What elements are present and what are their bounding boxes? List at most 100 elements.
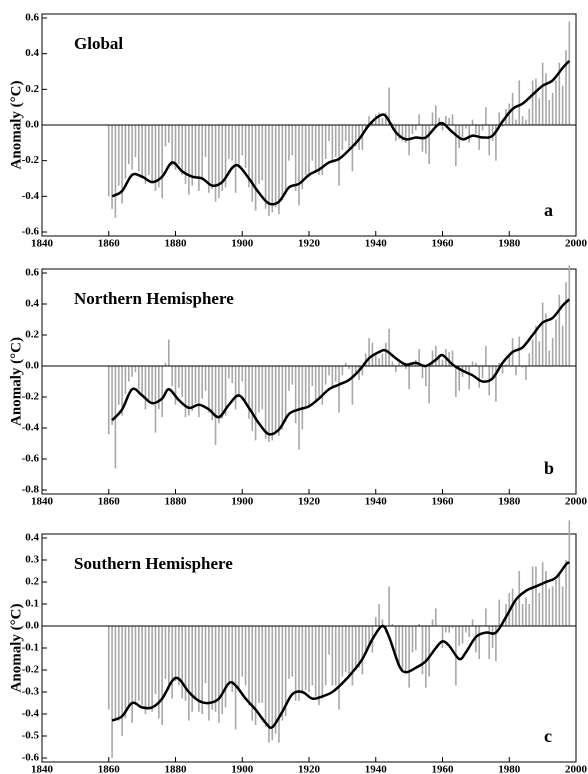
bar <box>411 125 414 134</box>
bar <box>191 626 193 712</box>
bar <box>268 125 270 216</box>
bar <box>394 626 397 659</box>
bar <box>238 366 240 397</box>
bar <box>401 362 404 366</box>
bar <box>344 125 347 142</box>
bar <box>521 116 524 125</box>
bar <box>495 626 497 662</box>
bar <box>525 597 527 626</box>
bar <box>264 125 267 209</box>
bar <box>381 353 384 366</box>
panel-label: a <box>544 200 553 220</box>
bar <box>114 626 117 721</box>
bar <box>301 125 304 190</box>
bar <box>341 366 344 376</box>
bar <box>204 626 207 684</box>
bar <box>515 601 517 626</box>
bar <box>458 626 460 646</box>
bar <box>214 626 217 712</box>
bar <box>291 366 294 385</box>
bar <box>515 366 517 376</box>
bar <box>258 125 260 184</box>
bar <box>228 626 230 686</box>
x-tick-label: 1840 <box>31 238 54 250</box>
bar <box>188 626 190 721</box>
bar <box>528 353 531 366</box>
bar <box>141 626 143 706</box>
bar <box>471 119 474 125</box>
bar <box>391 623 394 626</box>
bar <box>251 125 254 202</box>
bar <box>485 345 487 366</box>
bar <box>428 125 430 165</box>
bar <box>161 366 163 418</box>
bar <box>318 125 320 175</box>
bar <box>134 626 137 703</box>
bar <box>321 626 324 699</box>
y-tick-label: 0.0 <box>25 620 39 632</box>
bar <box>107 125 110 197</box>
bar <box>231 366 234 384</box>
bar <box>238 626 240 690</box>
bar <box>445 116 447 125</box>
bar <box>441 125 444 131</box>
bar <box>121 626 123 736</box>
bar <box>561 586 564 626</box>
bar <box>558 573 561 626</box>
bar <box>351 366 354 405</box>
bar <box>198 366 200 418</box>
bar <box>314 626 317 697</box>
bar <box>131 125 133 170</box>
bar <box>281 626 284 721</box>
bar <box>518 336 521 366</box>
bar <box>184 125 187 184</box>
bar <box>431 619 434 626</box>
bar <box>201 366 203 399</box>
bar <box>321 125 324 175</box>
bar <box>148 125 150 175</box>
bar <box>294 125 297 191</box>
bar <box>107 626 110 710</box>
bar <box>568 520 571 626</box>
bar <box>288 626 290 679</box>
bar <box>248 366 250 419</box>
bar <box>461 626 464 644</box>
x-tick-label: 1880 <box>165 496 188 508</box>
bar <box>565 282 567 366</box>
bar <box>525 119 527 125</box>
smoothed-line <box>111 59 571 206</box>
bar <box>354 125 357 147</box>
bar <box>348 626 350 679</box>
bar <box>224 366 227 416</box>
bar <box>201 125 203 181</box>
bar <box>411 626 414 653</box>
bar <box>274 366 277 433</box>
bar <box>281 366 284 430</box>
bar <box>168 125 170 143</box>
bar <box>124 125 127 179</box>
x-tick-label: 1960 <box>432 496 455 508</box>
bar <box>258 626 260 703</box>
bar <box>304 125 307 175</box>
x-tick-label: 1920 <box>298 496 321 508</box>
bar <box>324 366 327 385</box>
bar <box>244 626 247 686</box>
bar <box>458 366 460 391</box>
bar <box>261 626 264 703</box>
bar <box>471 619 474 626</box>
bar <box>158 125 160 188</box>
bar <box>334 626 337 686</box>
bar <box>121 125 123 204</box>
bar <box>244 125 247 168</box>
bar <box>491 125 494 142</box>
bar <box>144 626 147 714</box>
bar <box>418 348 420 366</box>
bar <box>137 366 140 390</box>
bar <box>174 366 177 405</box>
bar <box>181 366 183 397</box>
x-tick-label: 1960 <box>432 238 455 250</box>
bar <box>228 125 230 159</box>
bar <box>328 125 330 142</box>
bar <box>161 125 163 199</box>
bar <box>308 125 310 177</box>
